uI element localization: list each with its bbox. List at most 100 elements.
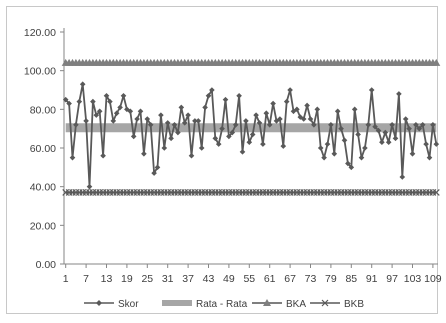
x-tick-label: 55 xyxy=(243,273,255,285)
data-point-skor xyxy=(266,122,273,128)
data-point-skor xyxy=(209,87,215,93)
data-point-skor xyxy=(341,137,348,144)
x-tick-label: 85 xyxy=(345,273,357,285)
chart-frame xyxy=(6,6,438,314)
x-tick-label: 25 xyxy=(141,273,153,285)
data-point-skor xyxy=(294,106,300,113)
data-point-skor xyxy=(433,141,440,147)
data-point-skor xyxy=(358,154,365,161)
data-point-skor xyxy=(137,108,144,115)
y-tick-label: 100.00 xyxy=(24,66,56,78)
legend-marker-skor xyxy=(96,300,102,306)
data-point-skor xyxy=(175,129,181,136)
data-point-skor xyxy=(406,125,412,132)
data-point-skor xyxy=(277,116,283,122)
data-point-skor xyxy=(110,118,117,124)
x-tick-label: 91 xyxy=(366,273,378,285)
data-point-skor xyxy=(321,154,327,161)
x-tick-label: 49 xyxy=(223,273,235,285)
legend-label-bkb: BKB xyxy=(344,299,364,310)
data-point-skor xyxy=(324,141,331,147)
x-tick-label: 67 xyxy=(284,273,296,285)
data-point-skor xyxy=(246,139,253,145)
data-point-skor xyxy=(409,151,416,157)
data-point-skor xyxy=(402,116,409,122)
data-point-skor xyxy=(249,131,256,138)
data-point-skor xyxy=(368,87,375,93)
data-point-skor xyxy=(79,81,86,87)
data-point-skor xyxy=(185,112,191,118)
data-point-skor xyxy=(416,125,423,132)
data-point-skor xyxy=(202,104,208,111)
data-point-skor xyxy=(192,118,198,124)
data-point-skor xyxy=(304,102,310,109)
data-point-skor xyxy=(232,122,239,128)
data-point-skor xyxy=(253,112,259,118)
data-point-skor xyxy=(389,122,395,128)
x-tick-label: 37 xyxy=(182,273,194,285)
x-tick-label: 61 xyxy=(264,273,276,285)
data-point-skor xyxy=(297,114,304,120)
x-tick-label: 97 xyxy=(386,273,398,285)
data-point-skor xyxy=(328,122,334,128)
data-point-skor xyxy=(188,152,195,159)
legend-label-skor: Skor xyxy=(118,299,139,310)
legend-label-bka: BKA xyxy=(286,299,306,310)
data-point-skor xyxy=(226,133,232,140)
x-tick-label: 103 xyxy=(404,273,422,285)
data-point-skor xyxy=(168,135,174,142)
x-tick-label: 13 xyxy=(101,273,113,285)
data-point-skor xyxy=(430,122,436,128)
data-point-skor xyxy=(331,151,338,157)
data-point-bkb xyxy=(432,189,440,196)
data-point-skor xyxy=(385,139,392,145)
data-point-skor xyxy=(229,129,236,136)
data-point-skor xyxy=(396,91,402,97)
data-point-skor xyxy=(338,125,344,132)
data-point-skor xyxy=(62,96,69,103)
x-tick-label: 31 xyxy=(162,273,174,285)
data-point-bka xyxy=(432,58,441,66)
data-point-skor xyxy=(134,116,140,122)
data-point-skor xyxy=(171,122,178,128)
data-point-skor xyxy=(256,120,263,126)
x-tick-label: 79 xyxy=(325,273,337,285)
data-point-skor xyxy=(317,145,324,151)
data-point-skor xyxy=(222,96,229,103)
data-point-skor xyxy=(426,154,433,161)
data-point-skor xyxy=(375,127,382,134)
legend-label-rata-rata: Rata - Rata xyxy=(196,299,248,310)
y-tick-label: 80.00 xyxy=(30,104,56,116)
data-point-skor xyxy=(161,145,168,151)
data-point-skor xyxy=(83,118,89,124)
data-point-skor xyxy=(307,116,314,122)
data-point-skor xyxy=(300,116,307,122)
data-point-skor xyxy=(355,131,361,138)
legend-marker-rata-rata xyxy=(174,300,180,306)
data-point-skor xyxy=(69,154,76,161)
x-tick-label: 73 xyxy=(305,273,317,285)
legend-marker-bka xyxy=(263,299,271,306)
data-point-skor xyxy=(86,183,93,190)
data-point-skor xyxy=(96,108,103,115)
data-point-skor xyxy=(181,120,188,126)
x-tick-label: 7 xyxy=(83,273,89,285)
data-point-skor xyxy=(311,122,317,128)
data-point-skor xyxy=(113,110,120,116)
x-tick-label: 43 xyxy=(203,273,215,285)
data-point-skor xyxy=(219,125,225,132)
data-point-skor xyxy=(90,98,96,105)
data-point-skor xyxy=(348,164,355,171)
data-point-skor xyxy=(144,116,151,122)
data-point-skor xyxy=(239,149,246,155)
data-point-skor xyxy=(147,122,154,128)
data-point-skor xyxy=(365,122,372,128)
y-tick-label: 60.00 xyxy=(30,143,56,155)
data-point-skor xyxy=(243,118,249,124)
data-point-skor xyxy=(154,164,161,171)
data-point-skor xyxy=(127,108,134,115)
x-tick-label: 109 xyxy=(424,273,442,285)
data-point-skor xyxy=(215,141,222,147)
legend-marker-bkb xyxy=(321,299,329,307)
